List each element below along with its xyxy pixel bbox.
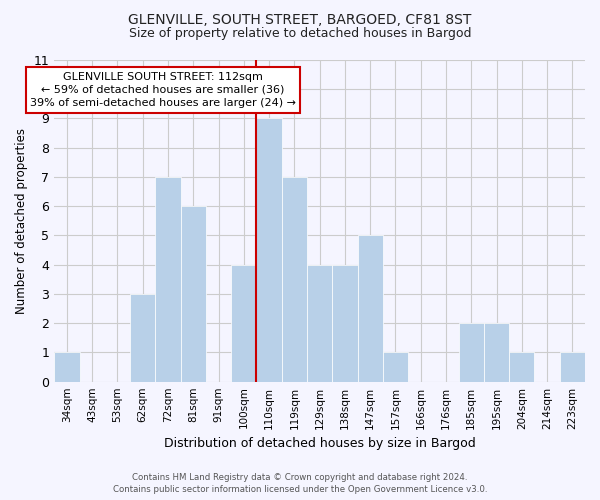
Bar [509,352,535,382]
Bar [256,118,282,382]
Text: Size of property relative to detached houses in Bargod: Size of property relative to detached ho… [129,28,471,40]
X-axis label: Distribution of detached houses by size in Bargod: Distribution of detached houses by size … [164,437,476,450]
Text: GLENVILLE SOUTH STREET: 112sqm
← 59% of detached houses are smaller (36)
39% of : GLENVILLE SOUTH STREET: 112sqm ← 59% of … [30,72,296,108]
Bar [458,323,484,382]
Bar [282,177,307,382]
Text: GLENVILLE, SOUTH STREET, BARGOED, CF81 8ST: GLENVILLE, SOUTH STREET, BARGOED, CF81 8… [128,12,472,26]
Bar [383,352,408,382]
Bar [181,206,206,382]
Bar [155,177,181,382]
Bar [560,352,585,382]
Bar [484,323,509,382]
Bar [332,264,358,382]
Bar [130,294,155,382]
Text: Contains HM Land Registry data © Crown copyright and database right 2024.
Contai: Contains HM Land Registry data © Crown c… [113,472,487,494]
Bar [307,264,332,382]
Bar [54,352,80,382]
Y-axis label: Number of detached properties: Number of detached properties [15,128,28,314]
Bar [358,236,383,382]
Bar [231,264,256,382]
